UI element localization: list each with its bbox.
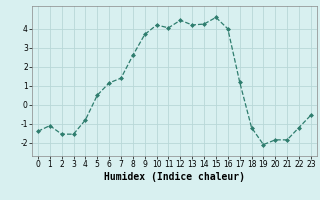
X-axis label: Humidex (Indice chaleur): Humidex (Indice chaleur) [104,172,245,182]
